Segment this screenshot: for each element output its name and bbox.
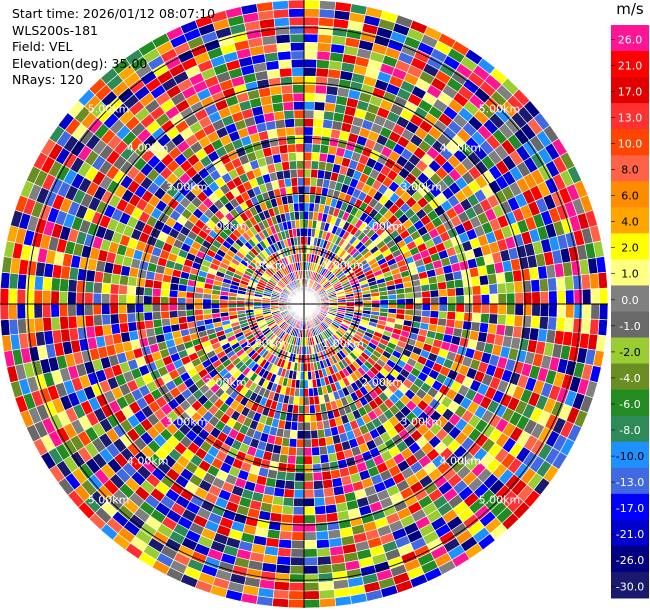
colorbar-tick-label: -21.0 <box>616 528 644 541</box>
colorbar-tick-label: -13.0 <box>616 476 644 489</box>
colorbar-tick-label: 0.0 <box>621 294 639 307</box>
colorbar-tick-label: 13.0 <box>618 112 643 125</box>
colorbar-tick-label: 17.0 <box>618 85 643 98</box>
colorbar-tick-label: 10.0 <box>618 138 643 151</box>
colorbar-tick-label: -26.0 <box>616 554 644 567</box>
colorbar-tick-label: -17.0 <box>616 502 644 515</box>
colorbar-tick-label: 2.0 <box>621 242 639 255</box>
colorbar-tick-label: 1.0 <box>621 268 639 281</box>
colorbar-tick-label: 21.0 <box>618 59 643 72</box>
colorbar-tick-label: -30.0 <box>616 580 644 593</box>
colorbar-tick-label: -4.0 <box>619 372 640 385</box>
colorbar-tick-label: 4.0 <box>621 216 639 229</box>
colorbar-tick-label: 6.0 <box>621 190 639 203</box>
colorbar-tick-label: 26.0 <box>618 33 643 46</box>
colorbar-tick-label: -6.0 <box>619 398 640 411</box>
colorbar-tick-label: -2.0 <box>619 346 640 359</box>
colorbar-tick-label: 8.0 <box>621 164 639 177</box>
velocity-field <box>0 0 609 609</box>
colorbar-tick-label: -1.0 <box>619 320 640 333</box>
colorbar-tick-label: -8.0 <box>619 424 640 437</box>
colorbar-tick-label: -10.0 <box>616 450 644 463</box>
ppi-plot: 1.00km1.00km1.00km1.00km2.00km2.00km2.00… <box>0 0 609 609</box>
